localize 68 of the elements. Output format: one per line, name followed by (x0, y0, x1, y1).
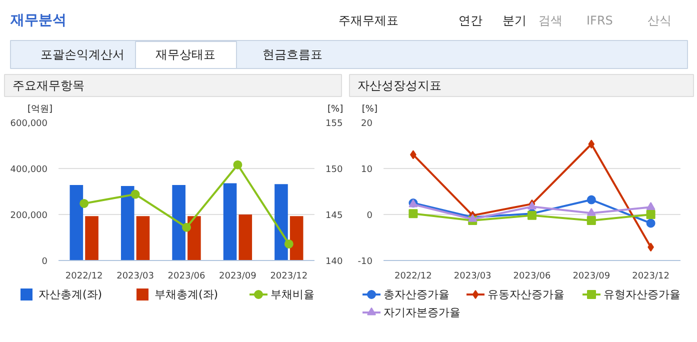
x-tick-label: 2023/09 (219, 272, 257, 282)
y-axis-title: [%] (362, 104, 378, 114)
text: 분기 (502, 14, 526, 28)
point (528, 202, 536, 210)
y-tick-label: 200,000 (10, 211, 48, 221)
x-tick-label: 2023/06 (513, 272, 551, 282)
text: 재무분석 (10, 12, 66, 28)
y2-tick-label: 155 (326, 119, 343, 129)
y-tick-label: 600,000 (10, 119, 48, 129)
legend-label: 유동자산증가율 (488, 288, 564, 301)
point (588, 140, 595, 149)
bar (120, 186, 134, 260)
y-tick-label: 20 (361, 119, 373, 129)
point (586, 208, 596, 216)
y2-tick-label: 140 (326, 257, 343, 267)
y2-tick-label: 150 (326, 165, 343, 175)
text: 검색 (538, 14, 562, 28)
legend-label: 유형자산증가율 (604, 288, 680, 301)
text: 현금흐름표 (262, 48, 322, 62)
text: 주재무제표 (338, 14, 398, 28)
y2-axis-title: [%] (328, 104, 344, 114)
bar (172, 185, 186, 260)
point (284, 239, 294, 248)
legend-label: 자기자본증가율 (384, 306, 460, 319)
legend-label: 총자산증가율 (384, 288, 450, 301)
y-tick-label: 0 (42, 257, 48, 267)
text: 산식 (648, 14, 672, 28)
x-tick-label: 2023/06 (168, 272, 206, 282)
bar (238, 214, 252, 260)
point (130, 190, 140, 199)
y-tick-label: 400,000 (10, 165, 48, 175)
x-tick-label: 2023/03 (454, 272, 492, 282)
x-tick-label: 2022/12 (394, 272, 432, 282)
y-tick-label: -10 (358, 257, 373, 267)
text: IFRS (586, 14, 613, 28)
point (80, 198, 89, 208)
bar (290, 216, 304, 260)
legend-label: 부채비율 (270, 288, 314, 301)
legend-label: 자산총계(좌) (38, 288, 102, 301)
text: 연간 (458, 14, 482, 28)
x-tick-label: 2023/03 (116, 272, 154, 282)
x-tick-label: 2022/12 (65, 272, 103, 282)
y-tick-label: 0 (366, 211, 373, 221)
point (646, 202, 656, 210)
chart-title: 자산성장성지표 (358, 78, 442, 92)
bar (85, 216, 98, 260)
point (586, 195, 596, 204)
point (233, 160, 242, 170)
y2-tick-label: 145 (326, 211, 343, 221)
bar (188, 216, 201, 260)
bar (136, 216, 150, 260)
legend-label: 부채총계(좌) (154, 288, 218, 301)
y-axis-title: [억원] (27, 104, 53, 114)
bar (70, 185, 84, 260)
x-tick-label: 2023/09 (572, 272, 610, 282)
point (586, 216, 596, 225)
y-tick-label: 10 (361, 165, 373, 175)
point (646, 210, 656, 219)
text: 포괄손익계산서 (40, 48, 124, 62)
x-tick-label: 2023/12 (632, 272, 670, 282)
point (646, 218, 656, 228)
bar (223, 183, 237, 260)
text: 재무상태표 (156, 48, 216, 62)
point (182, 222, 191, 232)
bar (274, 184, 288, 260)
chart-title: 주요재무항목 (12, 78, 84, 92)
point (408, 209, 418, 218)
x-tick-label: 2023/12 (270, 272, 308, 282)
